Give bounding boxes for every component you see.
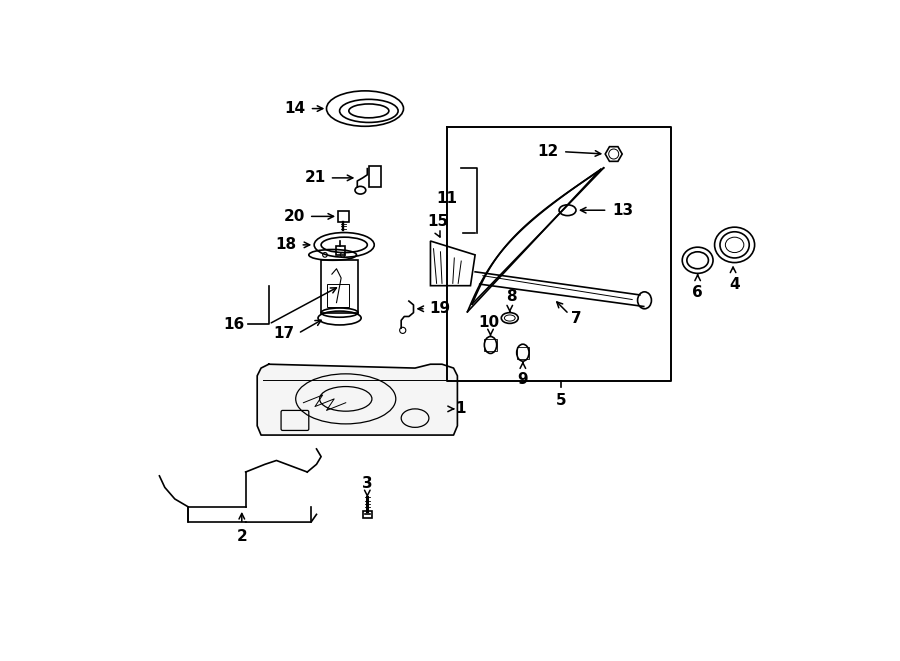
Text: 20: 20 [284, 209, 305, 224]
Text: 14: 14 [284, 101, 306, 116]
Text: 4: 4 [729, 277, 740, 292]
Text: 12: 12 [537, 144, 558, 159]
Text: 10: 10 [479, 315, 500, 330]
Text: 8: 8 [506, 289, 517, 304]
Bar [363, 512, 372, 518]
Bar [484, 339, 497, 351]
Bar [517, 346, 529, 359]
Text: 7: 7 [572, 311, 582, 325]
Bar [321, 260, 358, 313]
Text: 13: 13 [612, 203, 634, 217]
Text: 2: 2 [237, 529, 248, 544]
Text: 9: 9 [518, 372, 528, 387]
Bar [338, 211, 349, 222]
Bar [369, 165, 382, 187]
Polygon shape [257, 364, 457, 435]
Text: 3: 3 [362, 477, 373, 491]
Text: 11: 11 [436, 191, 457, 206]
Text: 1: 1 [455, 401, 465, 416]
Text: 15: 15 [428, 214, 449, 229]
Text: 16: 16 [223, 317, 244, 332]
Text: 6: 6 [692, 285, 703, 300]
Bar [336, 246, 345, 255]
Text: 18: 18 [275, 237, 296, 253]
Text: 19: 19 [429, 301, 451, 316]
Bar [328, 284, 349, 307]
Text: 21: 21 [304, 171, 326, 185]
Text: 17: 17 [273, 326, 294, 341]
Text: 5: 5 [556, 393, 567, 408]
